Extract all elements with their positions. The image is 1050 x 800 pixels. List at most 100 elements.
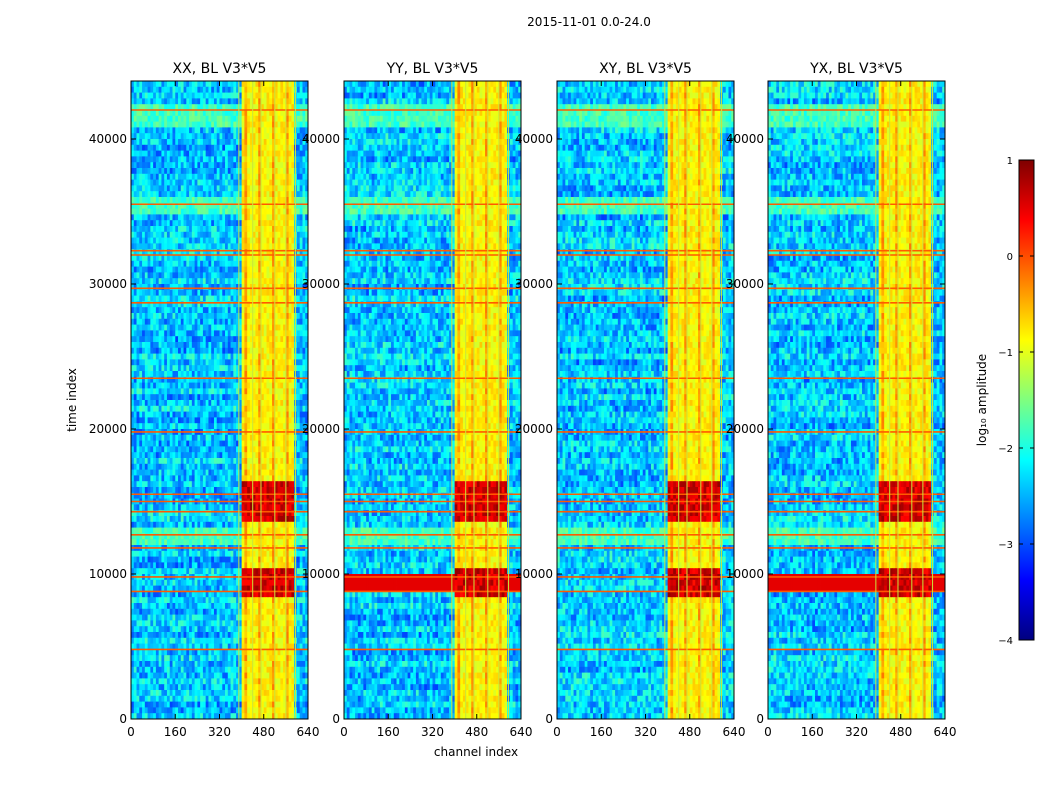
heatmap-cell [266, 318, 270, 325]
heatmap-cell [194, 452, 198, 459]
heatmap-cell [161, 411, 165, 418]
heatmap-cell [169, 469, 173, 476]
heatmap-cell [161, 202, 165, 209]
heatmap-cell [305, 382, 309, 389]
heatmap-cell [277, 249, 281, 256]
heatmap-cell [299, 289, 303, 296]
heatmap-cell [191, 127, 196, 134]
heatmap-cell [205, 301, 209, 308]
heatmap-cell [296, 394, 301, 401]
heatmap-cell [247, 318, 251, 325]
heatmap-cell [150, 353, 154, 360]
heatmap-cell [133, 115, 137, 122]
heatmap-cell [291, 388, 295, 395]
heatmap-cell [285, 133, 290, 140]
heatmap-cell [175, 179, 179, 186]
heatmap-cell [147, 220, 151, 227]
heatmap-cell [178, 521, 182, 528]
heatmap-cell [222, 487, 226, 494]
heatmap-cell [283, 342, 287, 349]
heatmap-cell [236, 139, 240, 146]
heatmap-cell [283, 365, 287, 372]
heatmap-cell [258, 423, 262, 430]
heatmap-cell [302, 504, 306, 511]
heatmap-cell [155, 115, 160, 122]
heatmap-cell [252, 81, 256, 88]
heatmap-cell [236, 237, 240, 244]
heatmap-cell [249, 168, 254, 175]
heatmap-cell [277, 487, 281, 494]
heatmap-cell [236, 156, 240, 163]
heatmap-cell [200, 423, 204, 430]
heatmap-cell [236, 487, 240, 494]
heatmap-cell [183, 475, 187, 482]
heatmap-cell [189, 353, 193, 360]
heatmap-cell [225, 260, 229, 267]
heatmap-cell [200, 260, 204, 267]
heatmap-cell [302, 510, 306, 517]
heatmap-cell [211, 260, 215, 267]
heatmap-cell [189, 168, 193, 175]
heatmap-cell [191, 104, 196, 111]
heatmap-cell [230, 307, 234, 314]
heatmap-cell [208, 104, 212, 111]
heatmap-cell [153, 376, 157, 383]
heatmap-cell [291, 214, 295, 221]
heatmap-cell [288, 423, 292, 430]
heatmap-cell [142, 289, 146, 296]
heatmap-cell [172, 382, 176, 389]
heatmap-cell [194, 469, 198, 476]
heatmap-cell [302, 173, 306, 180]
heatmap-cell [142, 382, 146, 389]
heatmap-cell [236, 173, 240, 180]
heatmap-cell [230, 226, 234, 233]
heatmap-cell [139, 179, 143, 186]
heatmap-cell [131, 115, 135, 122]
heatmap-cell [205, 226, 209, 233]
heatmap-cell [236, 382, 240, 389]
heatmap-cell [291, 144, 295, 151]
heatmap-cell [158, 249, 162, 256]
heatmap-cell [189, 365, 193, 372]
heatmap-cell [258, 301, 262, 308]
heatmap-cell [144, 318, 148, 325]
heatmap-cell [144, 371, 148, 378]
heatmap-cell [238, 487, 243, 494]
heatmap-cell [274, 347, 278, 354]
heatmap-cell [299, 330, 303, 337]
heatmap-cell [131, 440, 135, 447]
heatmap-cell [247, 423, 251, 430]
heatmap-cell [169, 150, 173, 157]
heatmap-cell [142, 139, 146, 146]
heatmap-cell [291, 336, 295, 343]
heatmap-cell [139, 336, 143, 343]
heatmap-cell [205, 504, 209, 511]
heatmap-cell [208, 266, 212, 273]
heatmap-cell [169, 481, 173, 488]
heatmap-cell [244, 284, 248, 291]
heatmap-cell [277, 104, 281, 111]
heatmap-cell [131, 446, 135, 453]
heatmap-cell [178, 278, 182, 285]
heatmap-cell [189, 318, 193, 325]
heatmap-cell [191, 318, 196, 325]
heatmap-cell [302, 475, 306, 482]
heatmap-cell [180, 440, 184, 447]
heatmap-cell [272, 330, 276, 337]
heatmap-cell [194, 481, 198, 488]
heatmap-cell [227, 121, 231, 128]
heatmap-cell [180, 237, 184, 244]
heatmap-cell [305, 371, 309, 378]
heatmap-cell [260, 353, 265, 360]
heatmap-cell [252, 272, 256, 279]
heatmap-cell [283, 313, 287, 320]
heatmap-cell [227, 237, 231, 244]
heatmap-cell [139, 226, 143, 233]
heatmap-cell [178, 353, 182, 360]
heatmap-cell [208, 214, 212, 221]
heatmap-cell [260, 405, 265, 412]
heatmap-cell [147, 278, 151, 285]
heatmap-cell [139, 510, 143, 517]
heatmap-cell [266, 110, 270, 117]
heatmap-cell [233, 139, 237, 146]
